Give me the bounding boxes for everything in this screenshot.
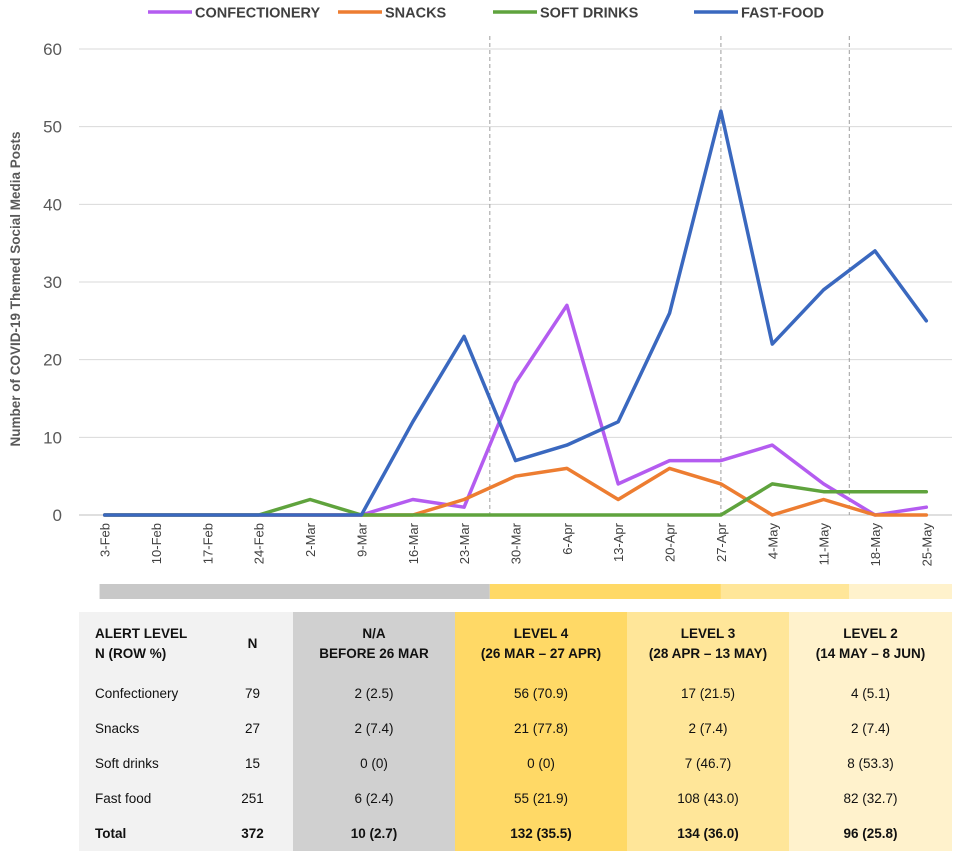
cell-level-3: 7 (46.7) (627, 746, 789, 781)
header-col-line2: (28 APR – 13 MAY) (648, 646, 768, 661)
legend-label: FAST-FOOD (741, 6, 824, 22)
y-tick-label: 30 (43, 273, 62, 292)
x-tick-label: 17-Feb (200, 523, 215, 564)
chart-legend: CONFECTIONERY SNACKS SOFT DRINKS FAST-FOOD (148, 6, 824, 22)
x-tick-label: 24-Feb (252, 523, 267, 564)
x-tick-label: 9-Mar (354, 522, 369, 557)
header-col-line1: LEVEL 4 (513, 626, 569, 641)
series-line-snacks (102, 466, 929, 517)
cell-level-4: 56 (70.9) (455, 676, 627, 711)
header-col-line1: N/A (362, 626, 386, 641)
row-n: 15 (212, 746, 293, 781)
row-label: Confectionery (79, 676, 212, 711)
y-axis: 0 10 20 30 40 50 60 (43, 40, 62, 525)
header-label-line1: ALERT LEVEL (95, 626, 188, 641)
cell-na: 2 (7.4) (293, 711, 455, 746)
header-alert-level: ALERT LEVEL N (ROW %) (79, 612, 212, 676)
x-tick-label: 30-Mar (509, 522, 524, 564)
alert-level-markers (489, 36, 850, 515)
row-label: Snacks (79, 711, 212, 746)
x-tick-label: 25-May (919, 523, 934, 567)
header-col-line1: LEVEL 2 (843, 626, 898, 641)
cell-na: 10 (2.7) (293, 816, 455, 851)
x-tick-label: 11-May (817, 523, 832, 566)
x-tick-label: 18-May (868, 523, 883, 567)
x-tick-label: 20-Apr (663, 522, 678, 562)
header-level-4: LEVEL 4 (26 MAR – 27 APR) (455, 612, 627, 676)
row-n: 372 (212, 816, 293, 851)
x-tick-label: 27-Apr (714, 522, 729, 562)
alert-level-band (489, 584, 721, 599)
cell-level-2: 8 (53.3) (789, 746, 952, 781)
table-row: Soft drinks 15 0 (0) 0 (0) 7 (46.7) 8 (5… (79, 746, 952, 781)
series-line-fast-food (102, 109, 929, 517)
y-tick-label: 0 (53, 506, 62, 525)
cell-level-2: 96 (25.8) (789, 816, 952, 851)
header-na: N/A BEFORE 26 MAR (293, 612, 455, 676)
y-tick-label: 40 (43, 195, 62, 214)
cell-na: 2 (2.5) (293, 676, 455, 711)
header-level-3: LEVEL 3 (28 APR – 13 MAY) (627, 612, 789, 676)
cell-level-4: 0 (0) (455, 746, 627, 781)
x-tick-label: 23-Mar (457, 522, 472, 564)
row-label: Total (79, 816, 212, 851)
y-tick-label: 20 (43, 351, 62, 370)
table-row: Fast food 251 6 (2.4) 55 (21.9) 108 (43.… (79, 781, 952, 816)
row-label: Soft drinks (79, 746, 212, 781)
cell-level-4: 21 (77.8) (455, 711, 627, 746)
y-axis-label: Number of COVID-19 Themed Social Media P… (8, 131, 23, 446)
cell-level-4: 55 (21.9) (455, 781, 627, 816)
legend-label: CONFECTIONERY (195, 6, 320, 22)
series-line-confectionery (102, 303, 929, 517)
table-header-row: ALERT LEVEL N (ROW %) N N/A BEFORE 26 MA… (79, 612, 952, 676)
x-tick-label: 3-Feb (98, 523, 113, 557)
header-col-line2: (26 MAR – 27 APR) (480, 646, 602, 661)
alert-level-band (720, 584, 850, 599)
table-total-row: Total 372 10 (2.7) 132 (35.5) 134 (36.0)… (79, 816, 952, 851)
cell-level-2: 4 (5.1) (789, 676, 952, 711)
x-tick-label: 16-Mar (406, 522, 421, 564)
row-n: 27 (212, 711, 293, 746)
cell-level-2: 2 (7.4) (789, 711, 952, 746)
table-row: Snacks 27 2 (7.4) 21 (77.8) 2 (7.4) 2 (7… (79, 711, 952, 746)
x-tick-label: 4-May (765, 523, 780, 560)
table-row: Confectionery 79 2 (2.5) 56 (70.9) 17 (2… (79, 676, 952, 711)
x-tick-label: 2-Mar (303, 522, 318, 557)
alert-level-band (99, 584, 490, 599)
chart-series (102, 109, 929, 517)
header-label-line2: N (ROW %) (95, 646, 167, 661)
line-chart: CONFECTIONERY SNACKS SOFT DRINKS FAST-FOOD … (8, 6, 952, 599)
x-axis: 3-Feb 10-Feb 17-Feb 24-Feb 2-Mar 9-Mar 16-Mar 2… (98, 522, 935, 566)
cell-level-3: 134 (36.0) (627, 816, 789, 851)
legend-label: SOFT DRINKS (540, 6, 639, 22)
header-n: N (212, 612, 293, 676)
alert-level-band (849, 584, 952, 599)
row-n: 251 (212, 781, 293, 816)
x-tick-label: 13-Apr (611, 522, 626, 562)
cell-level-2: 82 (32.7) (789, 781, 952, 816)
chart-gridlines (79, 48, 952, 516)
cell-na: 6 (2.4) (293, 781, 455, 816)
header-level-2: LEVEL 2 (14 MAY – 8 JUN) (789, 612, 952, 676)
header-col-line2: BEFORE 26 MAR (319, 646, 429, 661)
row-label: Fast food (79, 781, 212, 816)
header-col-line2: (14 MAY – 8 JUN) (815, 646, 926, 661)
cell-level-3: 17 (21.5) (627, 676, 789, 711)
alert-level-table: ALERT LEVEL N (ROW %) N N/A BEFORE 26 MA… (79, 612, 952, 851)
legend-label: SNACKS (385, 6, 447, 22)
header-col-line1: LEVEL 3 (680, 626, 736, 641)
series-line-soft-drinks (102, 482, 929, 517)
cell-level-3: 2 (7.4) (627, 711, 789, 746)
x-tick-label: 6-Apr (560, 522, 575, 554)
y-tick-label: 10 (43, 428, 62, 447)
cell-na: 0 (0) (293, 746, 455, 781)
cell-level-3: 108 (43.0) (627, 781, 789, 816)
y-tick-label: 50 (43, 118, 62, 137)
x-tick-label: 10-Feb (149, 523, 164, 564)
y-tick-label: 60 (43, 40, 62, 59)
row-n: 79 (212, 676, 293, 711)
cell-level-4: 132 (35.5) (455, 816, 627, 851)
alert-level-bands (99, 584, 952, 599)
